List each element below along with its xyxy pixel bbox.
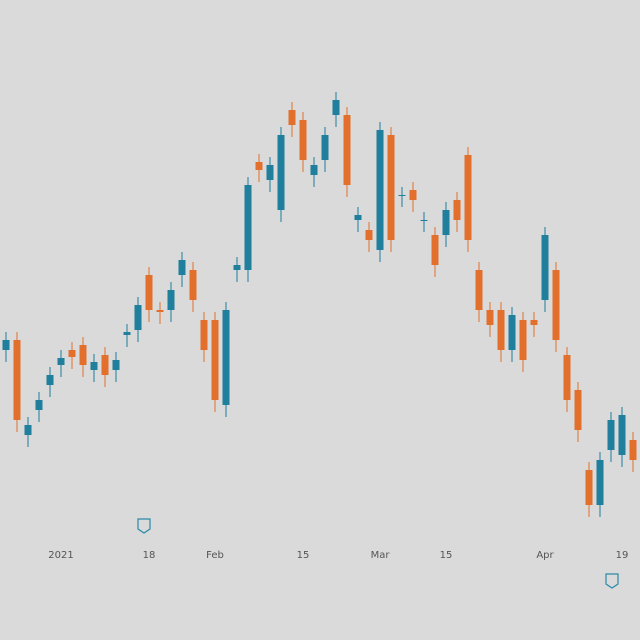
candle-body: [321, 135, 329, 160]
candle-body: [387, 135, 395, 240]
earnings-marker: [137, 518, 619, 589]
candle-body: [563, 355, 571, 400]
x-tick-label: 2021: [48, 550, 73, 561]
x-tick-label: 18: [143, 550, 156, 561]
candle-body: [134, 305, 142, 330]
candle-body: [112, 360, 120, 370]
candle-body: [211, 320, 219, 400]
x-tick-label: Mar: [371, 550, 391, 561]
candle-body: [475, 270, 483, 310]
candle-body: [596, 460, 604, 505]
candle-body: [24, 425, 32, 435]
candle-body: [200, 320, 208, 350]
candle-body: [497, 310, 505, 350]
candle-body: [442, 210, 450, 235]
candle-body: [585, 470, 593, 505]
candle-body: [376, 130, 384, 250]
candle-body: [299, 120, 307, 160]
candle-body: [266, 165, 274, 180]
candle-body: [519, 320, 527, 360]
candle-body: [464, 155, 472, 240]
candle-body: [255, 162, 263, 170]
x-tick-label: Feb: [206, 550, 224, 561]
candle-body: [453, 200, 461, 220]
x-tick-label: 19: [616, 550, 629, 561]
candle-body: [409, 190, 417, 200]
candle-body: [629, 440, 637, 460]
candle-body: [46, 375, 54, 385]
candle-body: [233, 265, 241, 270]
candle-body: [552, 270, 560, 340]
candle-body: [13, 340, 21, 420]
candle-body: [68, 350, 76, 357]
x-tick-label: 15: [297, 550, 310, 561]
x-tick-label: 15: [440, 550, 453, 561]
candle-body: [508, 315, 516, 350]
candle-body: [156, 310, 164, 312]
candle-body: [343, 115, 351, 185]
candle-body: [398, 195, 406, 196]
candle-body: [2, 340, 10, 350]
candle-body: [90, 362, 98, 370]
candle-body: [332, 100, 340, 115]
candle-body: [244, 185, 252, 270]
candle-body: [79, 345, 87, 365]
candle-body: [123, 332, 131, 335]
candle-body: [35, 400, 43, 410]
candle-body: [288, 110, 296, 125]
candle-body: [167, 290, 175, 310]
candle-body: [431, 235, 439, 265]
candle-body: [222, 310, 230, 405]
candle-body: [618, 415, 626, 455]
candle-body: [178, 260, 186, 275]
x-tick-label: Apr: [536, 550, 554, 561]
candle-body: [310, 165, 318, 175]
candle-body: [530, 320, 538, 325]
candle-body: [57, 358, 65, 365]
candle-body: [486, 310, 494, 325]
candle-body: [607, 420, 615, 450]
candle-body: [541, 235, 549, 300]
candle-body: [277, 135, 285, 210]
candle-body: [189, 270, 197, 300]
candle-body: [365, 230, 373, 240]
candle-body: [101, 355, 109, 375]
candle-body: [145, 275, 153, 310]
candle-body: [420, 220, 428, 221]
candle-body: [354, 215, 362, 220]
candle-body: [574, 390, 582, 430]
